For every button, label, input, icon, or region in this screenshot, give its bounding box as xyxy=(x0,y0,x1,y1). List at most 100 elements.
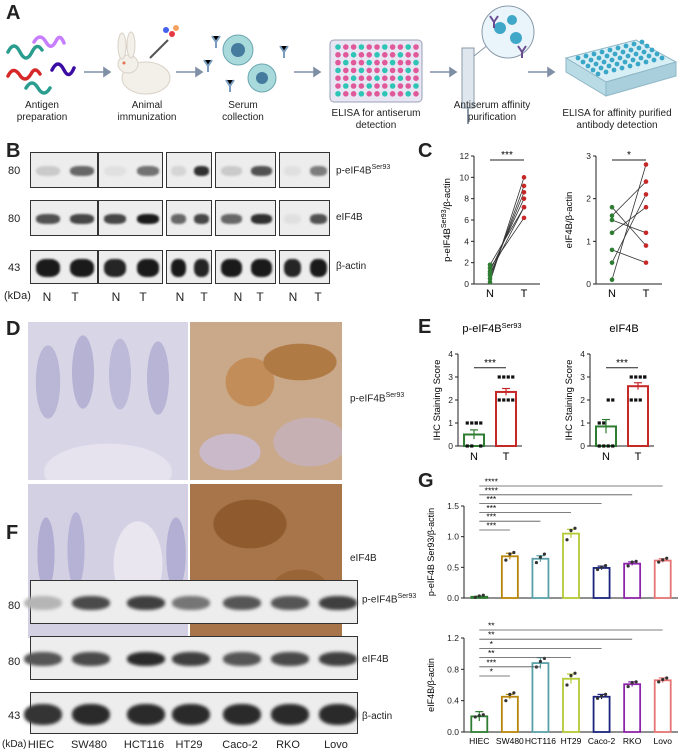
y-axis-label: p-eIF4BSer93/β-actin xyxy=(441,178,453,262)
blot-band xyxy=(127,651,165,667)
blot-band xyxy=(72,595,110,611)
lane-label: N xyxy=(233,290,243,304)
blot-band xyxy=(172,651,210,667)
x-tick-label: T xyxy=(635,451,642,463)
point-t xyxy=(643,204,649,210)
data-point xyxy=(634,375,638,379)
significance-label: * xyxy=(627,150,631,161)
point-n xyxy=(609,213,615,219)
point-n xyxy=(487,268,493,274)
paired-line xyxy=(611,164,647,280)
y-tick-label: 10 xyxy=(460,172,470,182)
y-axis-label: eIF4B/β-actin xyxy=(426,658,436,712)
data-point xyxy=(665,676,669,680)
data-point xyxy=(473,715,477,719)
bar xyxy=(562,677,580,733)
blot-band xyxy=(36,258,60,278)
mw-label: 43 xyxy=(8,262,21,274)
ihc-row-label-p-eif4b: p-eIF4BSer93 xyxy=(350,392,405,405)
workflow-step-2: Animal immunization xyxy=(117,100,177,123)
x-tick-label: Caco-2 xyxy=(588,736,616,746)
x-tick-label: RKO xyxy=(623,736,642,746)
x-tick-label: T xyxy=(521,288,528,300)
data-point xyxy=(481,593,485,597)
workflow-step-6: ELISA for affinity purified antibody det… xyxy=(562,108,672,131)
data-point xyxy=(629,398,633,402)
blot-band xyxy=(309,213,327,225)
panel-label-d: D xyxy=(6,318,21,340)
bar xyxy=(592,567,611,599)
paired-line xyxy=(611,181,647,217)
blot-band xyxy=(136,213,159,225)
data-point xyxy=(573,526,577,530)
point-n xyxy=(609,260,615,265)
data-point xyxy=(512,550,516,555)
significance-label: *** xyxy=(486,657,497,667)
workflow-step-4: ELISA for antiserum detection xyxy=(331,108,421,131)
panel-label-g: G xyxy=(418,470,434,492)
data-point xyxy=(595,696,600,700)
lane-label: T xyxy=(71,290,79,304)
x-tick-label: T xyxy=(503,451,510,463)
paired-line xyxy=(611,249,647,264)
data-point xyxy=(602,444,606,448)
bar xyxy=(653,679,672,733)
blot-band xyxy=(127,703,165,725)
ihc-row-label-eif4b: eIF4B xyxy=(350,553,377,564)
lane-label: T xyxy=(256,290,264,304)
y-tick-label: 2 xyxy=(580,395,585,405)
data-point xyxy=(597,444,601,448)
point-n xyxy=(487,265,493,271)
bar xyxy=(627,385,649,447)
paired-line xyxy=(489,206,525,266)
blot-membrane xyxy=(98,200,163,236)
y-tick-label: 3 xyxy=(580,372,585,382)
mw-label: 80 xyxy=(8,213,21,225)
paired-line xyxy=(489,217,525,269)
protein-label-p-eif4b: p-eIF4BSer93 xyxy=(362,593,417,606)
blot-membrane xyxy=(279,250,330,284)
significance-label: * xyxy=(490,667,494,677)
x-tick-label: N xyxy=(486,288,494,300)
blot-membrane xyxy=(98,152,163,188)
lane-label: N xyxy=(175,290,185,304)
data-point xyxy=(606,444,610,448)
y-tick-label: 8 xyxy=(464,194,469,204)
lane-label: HIEC xyxy=(27,739,55,751)
y-tick-label: 6 xyxy=(464,215,469,225)
data-point xyxy=(477,594,481,598)
lane-label: T xyxy=(200,290,208,304)
bar xyxy=(592,695,611,733)
point-n xyxy=(609,277,615,283)
point-t xyxy=(643,192,649,197)
blot-band xyxy=(24,595,62,611)
blot-band xyxy=(309,165,327,177)
data-point xyxy=(504,558,508,562)
data-point xyxy=(479,444,483,448)
mw-label: 80 xyxy=(8,600,21,612)
x-tick-label: T xyxy=(643,288,650,300)
data-point xyxy=(599,565,604,569)
kda-label: (kDa) xyxy=(4,290,31,302)
protein-label-eif4b: eIF4B xyxy=(362,654,389,665)
workflow-step-5: Antiserum affinity purification xyxy=(453,100,531,123)
data-point xyxy=(643,375,647,379)
data-point xyxy=(599,694,604,698)
significance-label: ** xyxy=(488,648,495,658)
data-point xyxy=(606,398,610,402)
elisa-plate-3d-icon xyxy=(564,39,678,97)
point-t xyxy=(521,215,527,221)
data-point xyxy=(534,560,539,565)
y-tick-label: 1.2 xyxy=(447,633,459,643)
blot-membrane xyxy=(24,692,358,734)
paired-line xyxy=(611,206,647,234)
data-point xyxy=(665,556,669,560)
point-n xyxy=(487,276,493,281)
blot-band xyxy=(271,595,309,611)
data-point xyxy=(626,684,630,689)
paired-line xyxy=(611,206,647,246)
data-point xyxy=(630,681,634,685)
y-tick-label: 2 xyxy=(448,395,453,405)
protein-label-actin: β-actin xyxy=(336,261,367,272)
lane-label: SW480 xyxy=(70,739,108,751)
